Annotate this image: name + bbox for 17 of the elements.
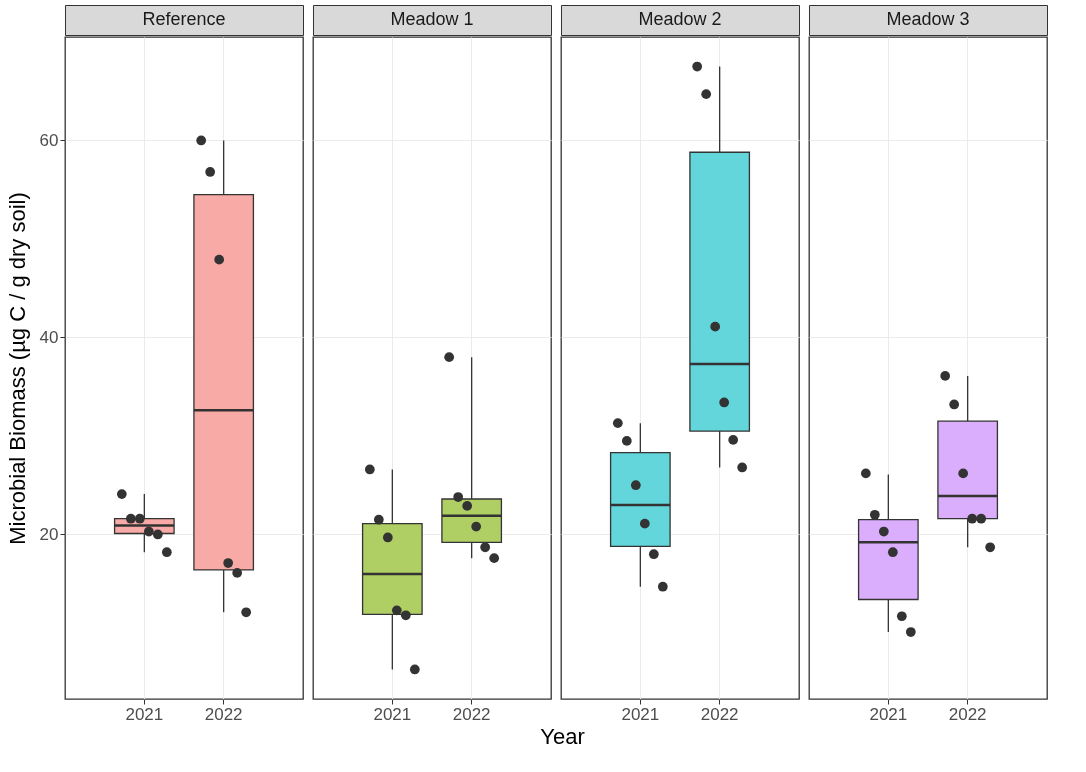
chart-title: Meadow 1 [390,9,474,29]
y-tick-label: 20 [39,524,59,544]
x-tick-label: 2022 [452,704,491,724]
x-axis-title: Year [540,723,585,749]
x-tick-label: 2021 [373,704,412,724]
chart-title: Reference [142,9,226,29]
y-tick-label: 40 [39,327,59,347]
x-tick-label: 2021 [869,704,908,724]
x-tick-label: 2021 [621,704,660,724]
chart-title: Meadow 2 [638,9,722,29]
x-tick-label: 2022 [700,704,739,724]
y-tick-label: 60 [39,130,59,150]
x-tick-label: 2022 [204,704,243,724]
y-axis-title: Microbial Biomass (µg C / g dry soil) [4,192,30,545]
x-tick-label: 2022 [948,704,987,724]
x-tick-label: 2021 [125,704,164,724]
chart-title: Meadow 3 [886,9,970,29]
